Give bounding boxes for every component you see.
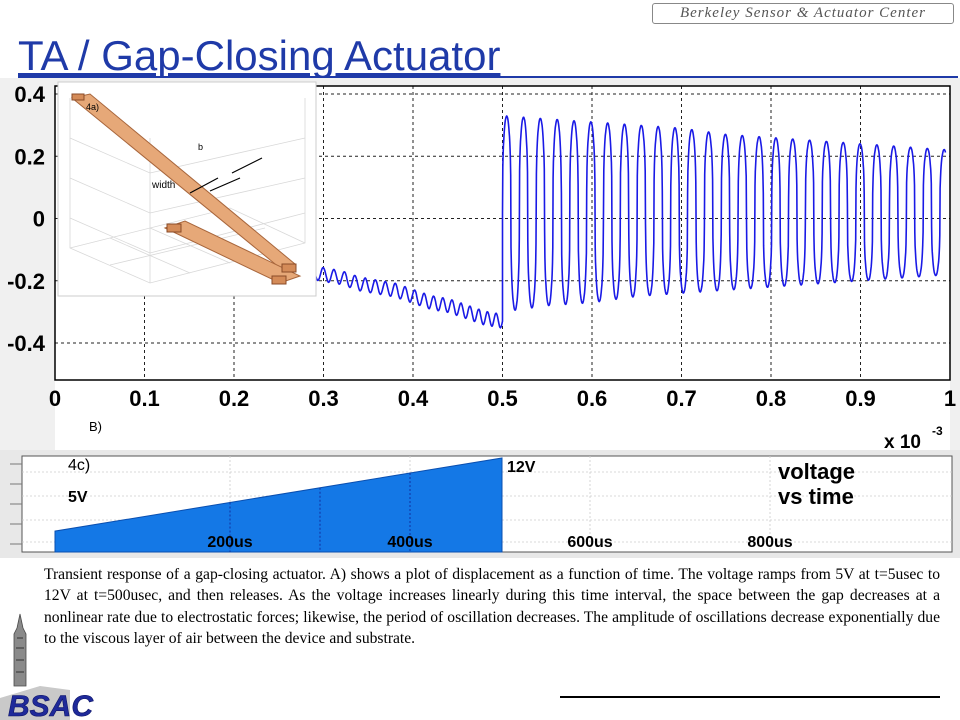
x-tick-labels: 0 0.1 0.2 0.3 0.4 0.5 0.6 0.7 0.8 0.9 1: [49, 386, 956, 411]
displacement-chart: 0.4 0.2 0 -0.2 -0.4 0 0.1 0.2 0.3 0.4 0.5 0.6 0.7 0.…: [0, 78, 960, 450]
panel-label-4c: 4c): [68, 457, 90, 474]
y-tick-label: 0: [33, 207, 45, 232]
voltage-ramp: [54, 457, 503, 553]
x-tick-label: 0.3: [308, 386, 339, 411]
x-exponent-power: -3: [932, 424, 943, 438]
slide-title: TA / Gap-Closing Actuator: [18, 32, 501, 79]
y-tick-label: 0.2: [14, 144, 45, 169]
x-tick-label: 0: [49, 386, 61, 411]
voltage-area: [54, 457, 503, 553]
bsac-header-logo: Berkeley Sensor & Actuator Center: [652, 3, 954, 24]
voltage-x-tick-labels: 200us 400us 600us 800us: [207, 534, 792, 551]
x-tick-label: 0.6: [577, 386, 608, 411]
voltage-x-tick-label: 400us: [387, 534, 432, 551]
x-tick-label: 0.2: [219, 386, 250, 411]
end-voltage-label: 12V: [507, 459, 536, 476]
bottom-rule: [560, 696, 940, 698]
y-tick-label: 0.4: [14, 82, 45, 107]
inset-label-b: b: [198, 142, 203, 152]
x-tick-label: 0.5: [487, 386, 518, 411]
x-tick-label: 0.7: [666, 386, 697, 411]
x-exponent-label: x 10: [884, 432, 921, 450]
bsac-logo: BSAC: [0, 613, 95, 720]
voltage-x-tick-label: 600us: [567, 534, 612, 551]
voltage-x-tick-label: 200us: [207, 534, 252, 551]
bsac-logo-text: BSAC: [8, 690, 94, 720]
figure-caption: Transient response of a gap-closing actu…: [44, 566, 940, 648]
x-tick-label: 0.8: [756, 386, 787, 411]
voltage-x-tick-label: 800us: [747, 534, 792, 551]
y-tick-label: -0.2: [7, 269, 45, 294]
inset-label-4a: 4a): [86, 102, 99, 112]
inset-label-width: width: [151, 180, 175, 191]
x-tick-label: 0.4: [398, 386, 429, 411]
y-tick-label: -0.4: [7, 331, 46, 356]
start-voltage-label: 5V: [68, 489, 88, 506]
actuator-inset: 4a) b width: [57, 81, 317, 297]
y-tick-labels: 0.4 0.2 0 -0.2 -0.4: [7, 82, 46, 356]
title-rule: [18, 76, 958, 79]
panel-label-b: B): [89, 419, 102, 434]
x-tick-label: 0.1: [129, 386, 160, 411]
legend-line-2: vs time: [778, 484, 854, 509]
voltage-chart: 4c) 5V 12V voltage vs time 200us 400us 600…: [0, 450, 960, 558]
x-tick-label: 0.9: [845, 386, 876, 411]
legend-line-1: voltage: [778, 459, 855, 484]
x-tick-label: 1: [944, 386, 956, 411]
